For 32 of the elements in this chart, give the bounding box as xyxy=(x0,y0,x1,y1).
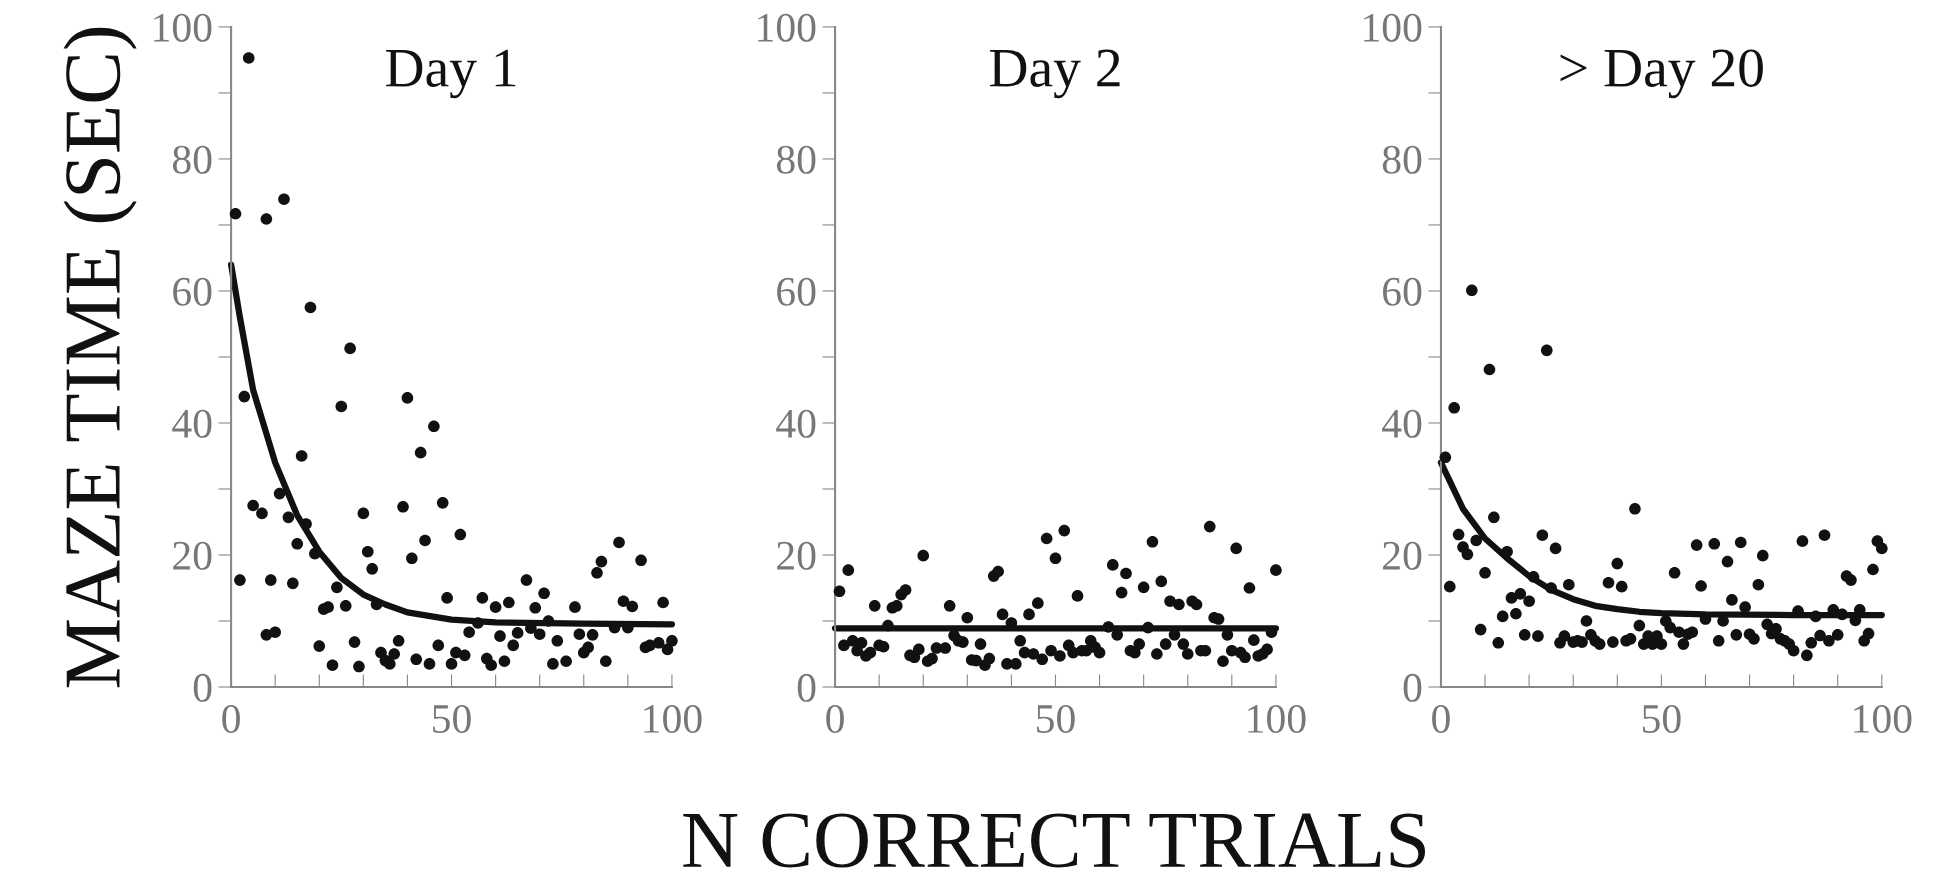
y-tick-label: 60 xyxy=(173,277,212,306)
y-tick-label: 40 xyxy=(172,409,212,438)
x-tick-label: 0 xyxy=(826,704,844,733)
y-tick-label: 0 xyxy=(193,673,212,702)
chart-title: > Day 20 xyxy=(1560,49,1763,99)
x-tick-label: 100 xyxy=(1248,704,1306,733)
y-axis-title: MAZE TIME (SEC) xyxy=(63,27,137,688)
y-tick-label: 40 xyxy=(776,409,816,438)
y-tick-label: 100 xyxy=(758,13,816,42)
x-tick-label: 50 xyxy=(1037,704,1075,733)
x-tick-label: 50 xyxy=(1642,704,1681,733)
x-tick-label: 0 xyxy=(1432,704,1450,733)
y-tick-label: 20 xyxy=(1383,541,1422,570)
y-tick-label: 60 xyxy=(1383,277,1422,306)
x-tick-label: 0 xyxy=(222,704,240,733)
y-tick-label: 60 xyxy=(777,277,816,306)
x-tick-label: 100 xyxy=(1854,704,1912,733)
x-tick-label: 50 xyxy=(433,704,471,733)
y-tick-label: 80 xyxy=(776,145,816,174)
y-tick-label: 100 xyxy=(1364,13,1422,42)
y-tick-label: 20 xyxy=(173,541,212,570)
y-tick-label: 80 xyxy=(1382,145,1422,174)
x-axis-title: N CORRECT TRIALS xyxy=(683,813,1426,868)
y-tick-label: 20 xyxy=(777,541,816,570)
y-tick-label: 0 xyxy=(1403,673,1422,702)
y-tick-label: 100 xyxy=(154,13,212,42)
y-tick-label: 40 xyxy=(1382,409,1422,438)
chart-title: Day 2 xyxy=(989,49,1120,99)
chart-title: Day 1 xyxy=(386,49,516,99)
x-tick-label: 100 xyxy=(644,704,702,733)
y-tick-label: 0 xyxy=(797,673,816,702)
y-tick-label: 80 xyxy=(172,145,212,174)
